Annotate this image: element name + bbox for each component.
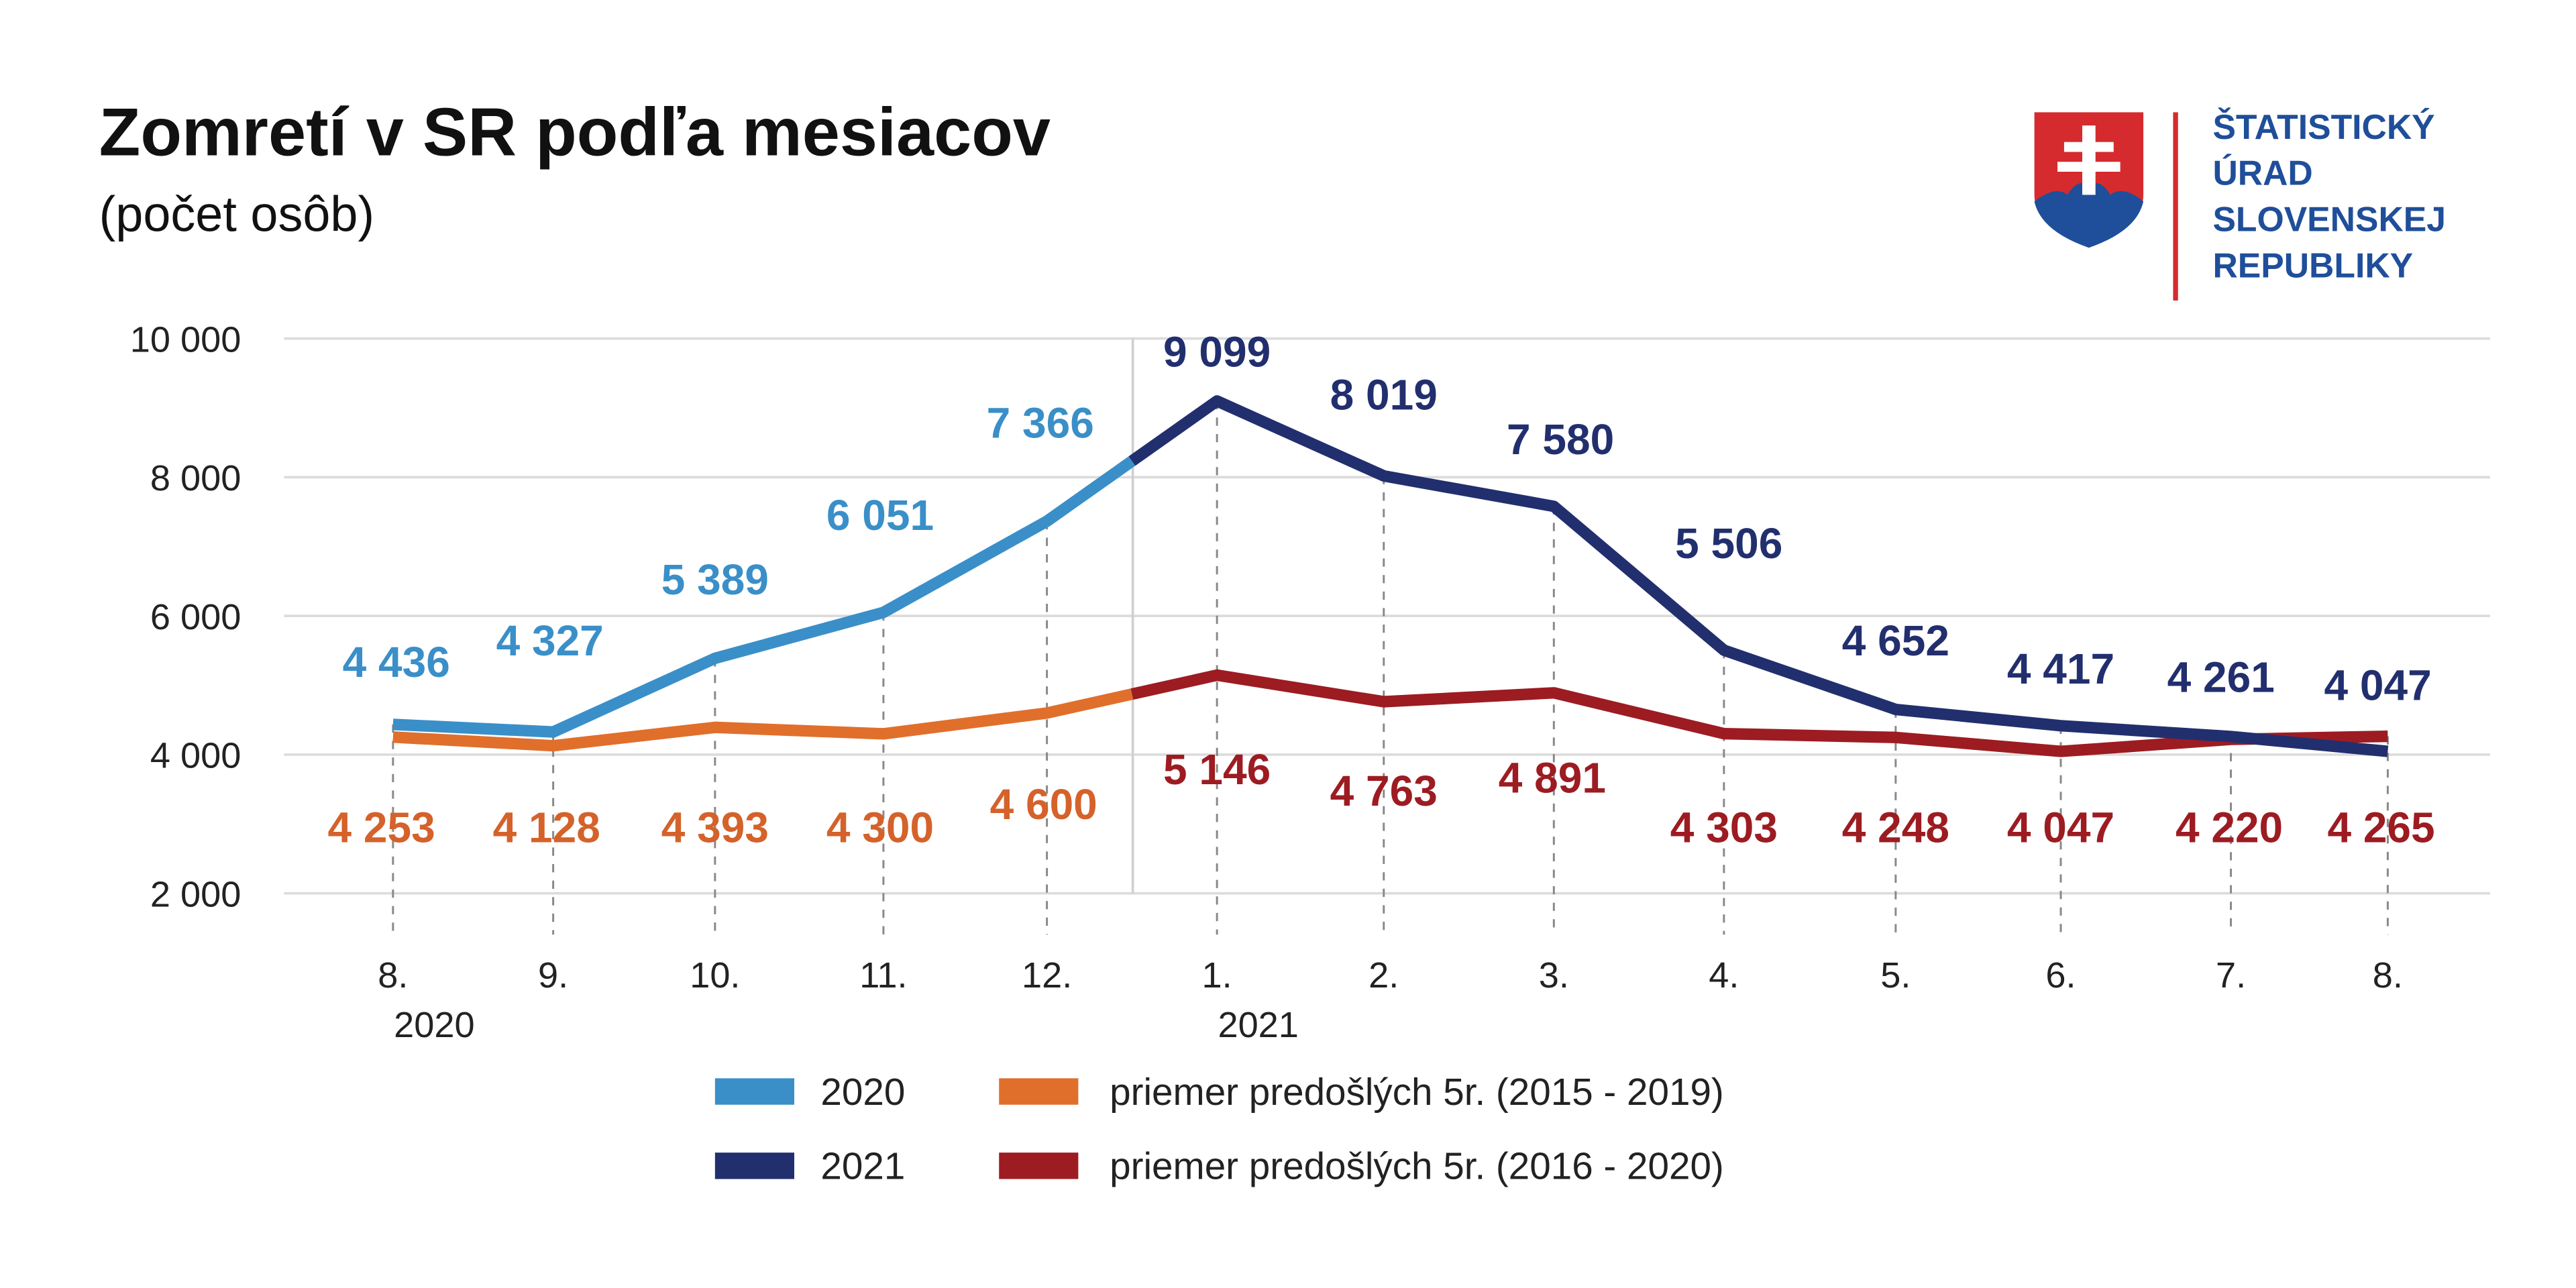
data-label: 4 300 [826,803,934,851]
data-label: 4 253 [328,803,435,851]
logo-text-1: ŠTATISTICKÝ [2212,107,2434,146]
chart-subtitle: (počet osôb) [99,186,374,242]
data-label: 4 600 [990,780,1097,828]
data-label: 7 366 [987,398,1094,447]
x-tick-label: 5. [1880,955,1911,996]
data-label: 4 265 [2327,803,2434,851]
data-label: 4 047 [2324,661,2432,710]
x-tick-label: 8. [2373,955,2403,996]
data-label: 4 652 [1842,616,1949,665]
legend-label: 2021 [820,1145,905,1187]
x-tick-label: 4. [1709,955,1739,996]
legend-label: 2020 [820,1071,905,1113]
data-label: 4 261 [2167,653,2275,701]
x-tick-label: 9. [538,955,568,996]
x-tick-label: 10. [690,955,740,996]
logo-text-2: ÚRAD [2212,154,2312,193]
data-label: 4 303 [1670,803,1778,851]
logo: ŠTATISTICKÝ ÚRAD SLOVENSKEJ REPUBLIKY [2034,107,2446,301]
legend-label: priemer predošlých 5r. (2015 - 2019) [1110,1071,1724,1113]
y-tick-label: 8 000 [150,458,241,498]
y-tick-label: 4 000 [150,736,241,776]
data-label: 4 417 [2007,645,2114,693]
x-tick-label: 6. [2045,955,2076,996]
data-label: 4 393 [661,803,769,851]
data-label: 5 146 [1163,745,1271,794]
x-tick-label: 2. [1368,955,1399,996]
logo-divider [2173,112,2178,301]
x-tick-label: 3. [1539,955,1569,996]
series-line-priemer-predo-l-ch-5r-2016-2020- [1130,669,2388,757]
logo-text-4: REPUBLIKY [2212,246,2413,285]
x-tick-label: 7. [2216,955,2246,996]
data-label: 4 128 [493,803,600,851]
data-label: 4 436 [343,638,450,686]
data-label: 7 580 [1507,415,1614,464]
x-tick-label: 11. [859,955,907,996]
x-year-label: 2020 [394,1005,474,1045]
legend-swatch [999,1078,1079,1105]
legend: 2020 priemer predošlých 5r. (2015 - 2019)… [714,1071,1724,1187]
y-tick-label: 2 000 [150,874,241,914]
data-label: 5 389 [661,555,769,604]
data-label: 4 763 [1330,767,1438,815]
y-tick-label: 10 000 [130,319,241,360]
y-tick-label: 6 000 [150,597,241,637]
x-year-label: 2021 [1218,1005,1298,1045]
x-tick-label: 8. [378,955,408,996]
legend-swatch [714,1152,794,1179]
series-line-2021 [1128,395,2389,757]
series-line-priemer-predo-l-ch-5r-2015-2019- [392,688,1134,752]
logo-text-3: SLOVENSKEJ [2212,200,2446,239]
coat-of-arms-icon [2034,112,2144,248]
data-label: 6 051 [826,491,934,539]
data-label: 4 220 [2176,803,2283,851]
series-line-2020 [392,456,1136,738]
data-label: 4 047 [2007,803,2114,851]
data-label: 5 506 [1675,519,1782,568]
x-tick-label: 1. [1202,955,1232,996]
x-tick-label: 12. [1022,955,1072,996]
data-label: 8 019 [1330,370,1438,419]
legend-swatch [714,1078,794,1105]
legend-label: priemer predošlých 5r. (2016 - 2020) [1110,1145,1724,1187]
legend-swatch [999,1152,1079,1179]
data-label: 4 248 [1842,803,1949,851]
data-label: 4 327 [496,616,604,665]
data-label: 4 891 [1499,754,1606,802]
chart-title: Zomretí v SR podľa mesiacov [99,95,1051,170]
data-label: 9 099 [1163,327,1271,376]
